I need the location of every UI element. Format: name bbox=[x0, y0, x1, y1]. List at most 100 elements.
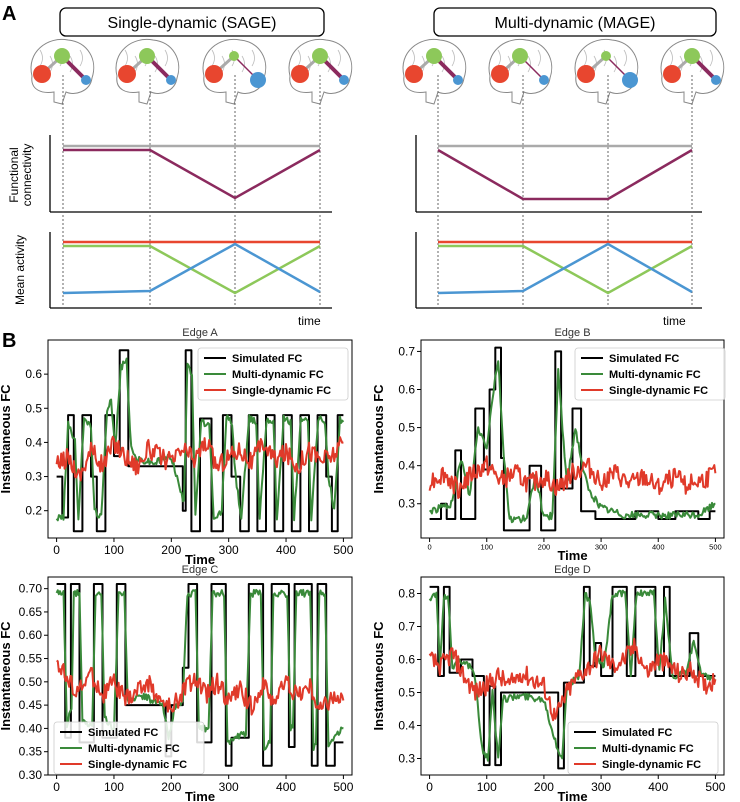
y-tick-label: 0.35 bbox=[19, 745, 43, 759]
x-axis-label: Time bbox=[557, 789, 587, 802]
brain-gyrus bbox=[709, 49, 713, 67]
activity-ylabel: Mean activity bbox=[13, 235, 27, 305]
x-tick-label: 500 bbox=[705, 780, 725, 794]
green-node bbox=[312, 48, 328, 64]
x-tick-label: 400 bbox=[652, 543, 665, 552]
x-tick-label: 300 bbox=[595, 543, 608, 552]
y-tick-label: 0.6 bbox=[25, 367, 42, 381]
brain-gyrus bbox=[411, 49, 415, 67]
legend: Simulated FC Multi-dynamic FC Single-dynam… bbox=[197, 347, 349, 401]
green-node bbox=[54, 48, 70, 64]
schematic-plots bbox=[49, 75, 702, 310]
x-tick-label: 100 bbox=[480, 543, 493, 552]
legend-label: Single-dynamic FC bbox=[232, 385, 331, 397]
x-tick-label: 500 bbox=[333, 780, 353, 794]
brain-gyrus bbox=[623, 49, 627, 67]
blue-node bbox=[166, 75, 176, 85]
green-node bbox=[229, 51, 239, 61]
brain-gyrus bbox=[537, 49, 541, 67]
mage-title: Multi-dynamic (MAGE) bbox=[495, 15, 656, 32]
blue-node bbox=[250, 72, 266, 88]
legend-label: Simulated FC bbox=[609, 353, 679, 365]
green-node bbox=[139, 48, 155, 64]
brain-outline bbox=[402, 38, 467, 105]
x-tick-label: 400 bbox=[648, 780, 668, 794]
y-tick-label: 0.7 bbox=[398, 344, 415, 358]
sage-title: Single-dynamic (SAGE) bbox=[108, 15, 277, 32]
chart-edge-d: Edge D 0 100 200 300 400 500 0.3 0.4 0.5 0.6 0.7 0.8… bbox=[371, 564, 726, 802]
x-tick-label: 300 bbox=[219, 543, 239, 557]
brain-gyrus bbox=[79, 49, 83, 67]
chart-title: Edge C bbox=[182, 564, 219, 576]
y-tick-label: 0.2 bbox=[25, 504, 42, 518]
brain-gyrus bbox=[164, 49, 168, 67]
fc-ylabel-line2: connectivity bbox=[20, 144, 34, 207]
legend-label: Simulated FC bbox=[88, 727, 158, 739]
blue-node bbox=[81, 75, 91, 85]
brain-gyrus bbox=[669, 49, 673, 67]
y-tick-label: 0.50 bbox=[19, 675, 43, 689]
y-tick-label: 0.30 bbox=[19, 768, 43, 782]
x-tick-label: 200 bbox=[538, 543, 551, 552]
brain-icon bbox=[115, 38, 180, 105]
y-tick-label: 0.3 bbox=[398, 497, 415, 511]
brain-outline bbox=[488, 38, 553, 105]
y-tick-label: 0.4 bbox=[25, 435, 42, 449]
brain-gyrus bbox=[613, 55, 617, 73]
brain-gyrus bbox=[241, 55, 245, 73]
series-line-single-dynamic-fc bbox=[428, 637, 717, 722]
green-node bbox=[426, 48, 442, 64]
sage-title-box bbox=[59, 7, 325, 37]
brain-gyrus bbox=[527, 55, 531, 73]
y-tick-label: 0.3 bbox=[398, 752, 415, 766]
legend-label: Simulated FC bbox=[602, 727, 672, 739]
legend-label: Simulated FC bbox=[232, 353, 302, 365]
brain-gyrus bbox=[124, 49, 128, 67]
legend-label: Multi-dynamic FC bbox=[232, 369, 324, 381]
chart-title: Edge B bbox=[554, 327, 590, 339]
x-tick-label: 500 bbox=[333, 543, 353, 557]
x-tick-label: 300 bbox=[591, 780, 611, 794]
activity-blue-line bbox=[437, 242, 693, 295]
y-tick-label: 0.55 bbox=[19, 652, 43, 666]
legend-box bbox=[567, 721, 719, 775]
brain-icon bbox=[402, 38, 467, 105]
legend-box bbox=[53, 721, 205, 775]
chart-edge-a: Edge A 0 100 200 300 400 500 0.2 0.3 0.4 0.5 0.6 Tim… bbox=[0, 327, 354, 567]
mage-title-box bbox=[433, 7, 717, 37]
x-tick-label: 0 bbox=[427, 543, 431, 552]
brain-icon bbox=[488, 38, 553, 105]
x-tick-label: 100 bbox=[104, 543, 124, 557]
blue-node bbox=[539, 75, 549, 85]
time-label-left: time bbox=[298, 314, 321, 328]
y-axis-label: Instantaneous FC bbox=[0, 621, 13, 731]
y-tick-label: 0.5 bbox=[398, 421, 415, 435]
legend-label: Multi-dynamic FC bbox=[602, 743, 694, 755]
legend-box bbox=[197, 347, 349, 401]
brain-gyrus bbox=[297, 49, 301, 67]
x-tick-label: 400 bbox=[276, 780, 296, 794]
brain-outline bbox=[30, 38, 95, 105]
legend-label: Single-dynamic FC bbox=[602, 759, 701, 771]
legend-label: Multi-dynamic FC bbox=[609, 369, 701, 381]
y-tick-label: 0.5 bbox=[25, 401, 42, 415]
legend: Simulated FC Multi-dynamic FC Single-dynam… bbox=[53, 721, 205, 775]
red-node bbox=[33, 65, 51, 83]
brain-gyrus bbox=[451, 49, 455, 67]
x-tick-label: 100 bbox=[477, 780, 497, 794]
activity-green-line bbox=[63, 244, 321, 295]
x-tick-label: 0 bbox=[53, 543, 60, 557]
red-node bbox=[577, 65, 595, 83]
green-node bbox=[512, 48, 528, 64]
y-axis-label: Instantaneous FC bbox=[371, 621, 386, 731]
blue-node bbox=[453, 75, 463, 85]
chart-title: Edge A bbox=[182, 327, 218, 339]
y-tick-label: 0.40 bbox=[19, 721, 43, 735]
brain-outline bbox=[288, 38, 353, 105]
legend-label: Single-dynamic FC bbox=[609, 385, 708, 397]
legend-box bbox=[574, 347, 726, 401]
brain-outline bbox=[660, 38, 725, 105]
legend-label: Multi-dynamic FC bbox=[88, 743, 180, 755]
x-tick-label: 200 bbox=[161, 780, 181, 794]
